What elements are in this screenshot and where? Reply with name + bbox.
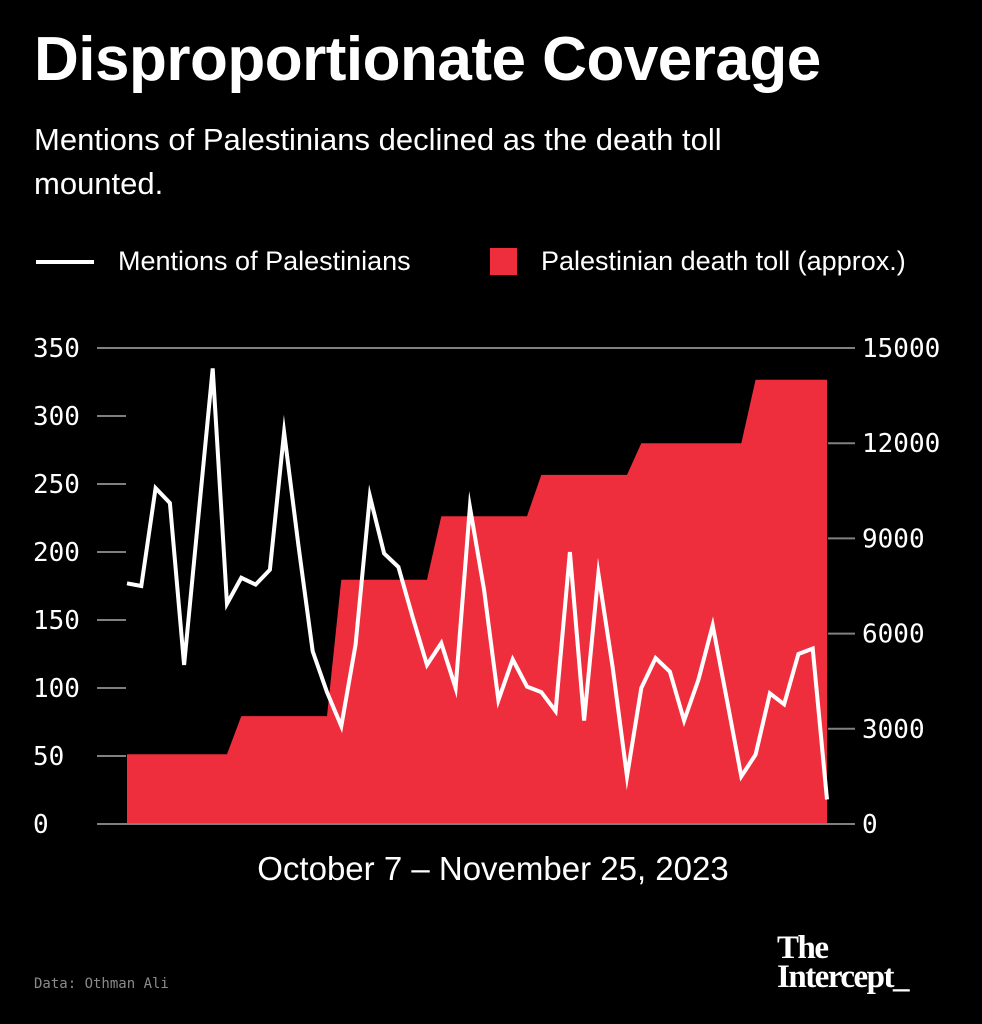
mentions-line [126,368,829,800]
left-axis-tick-label: 0 [33,810,49,840]
chart-subtitle: Mentions of Palestinians declined as the… [34,122,722,201]
source-credit: Data: Othman Ali [34,976,169,992]
right-axis-tick-label: 9000 [862,524,925,554]
left-axis-tick-label: 350 [33,334,80,364]
right-axis-tick-label: 12000 [862,429,940,459]
left-axis-tick-label: 200 [33,538,80,568]
the-intercept-logo: The Intercept_ [777,930,910,995]
legend-area-swatch [490,248,517,275]
legend-label-death-toll: Palestinian death toll (approx.) [541,246,906,276]
right-axis-tick-label: 6000 [862,620,925,650]
left-axis-tick-label: 300 [33,402,80,432]
left-axis-tick-label: 50 [33,742,64,772]
right-axis-tick-label: 3000 [862,715,925,745]
legend-item-mentions: Mentions of Palestinians [36,246,411,277]
legend-label-mentions: Mentions of Palestinians [118,246,411,276]
legend-item-death-toll: Palestinian death toll (approx.) [490,246,906,277]
legend-line-swatch [36,259,94,264]
right-axis-tick-label: 0 [862,810,878,840]
death-toll-area [127,379,827,824]
chart-title: Disproportionate Coverage [34,25,821,94]
left-axis-tick-label: 150 [33,606,80,636]
right-axis-tick-label: 15000 [862,334,940,364]
left-axis-tick-label: 100 [33,674,80,704]
left-axis-tick-label: 250 [33,470,80,500]
x-axis-label: October 7 – November 25, 2023 [257,850,729,887]
